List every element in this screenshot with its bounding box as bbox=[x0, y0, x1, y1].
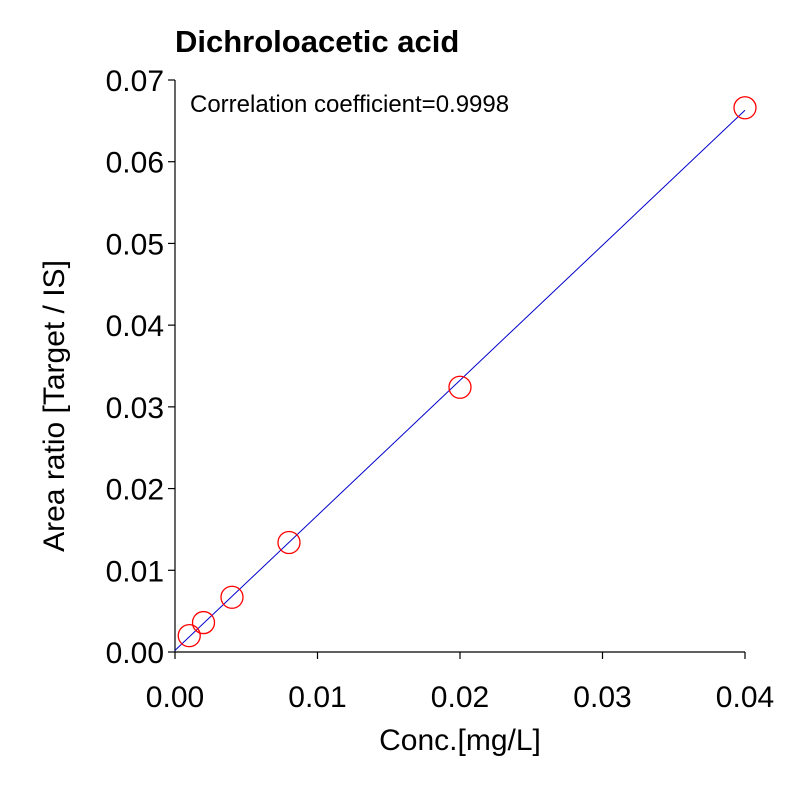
x-tick-label: 0.04 bbox=[716, 681, 774, 714]
ticks: 0.00 0.01 0.02 0.03 0.04 0.00 0.01 0.02 0.03 0.04… bbox=[106, 65, 775, 714]
data-point bbox=[177, 624, 201, 648]
regression-line bbox=[174, 109, 746, 651]
axes bbox=[174, 80, 745, 653]
data-point bbox=[191, 610, 216, 635]
data-point bbox=[448, 375, 472, 399]
y-tick-label: 0.01 bbox=[106, 555, 164, 588]
correlation-annotation: Correlation coefficient=0.9998 bbox=[190, 91, 509, 118]
x-tick-label: 0.01 bbox=[288, 681, 346, 714]
y-axis-label: Area ratio [Target / IS] bbox=[38, 260, 71, 552]
chart-title: Dichroloacetic acid bbox=[175, 24, 459, 59]
x-tick-label: 0.02 bbox=[431, 681, 489, 714]
y-tick-label: 0.04 bbox=[106, 310, 164, 343]
data-point bbox=[220, 585, 244, 609]
y-tick-label: 0.07 bbox=[106, 65, 164, 98]
y-tick-label: 0.05 bbox=[106, 228, 164, 261]
y-tick-label: 0.02 bbox=[106, 474, 164, 507]
x-tick-label: 0.00 bbox=[146, 681, 204, 714]
x-tick-label: 0.03 bbox=[573, 681, 631, 714]
x-axis-label: Conc.[mg/L] bbox=[379, 724, 541, 757]
series bbox=[174, 96, 757, 651]
data-point bbox=[277, 530, 301, 555]
data-point bbox=[733, 96, 757, 120]
y-tick-label: 0.06 bbox=[106, 147, 164, 180]
y-tick-label: 0.03 bbox=[106, 392, 164, 425]
y-tick-label: 0.00 bbox=[106, 637, 164, 670]
